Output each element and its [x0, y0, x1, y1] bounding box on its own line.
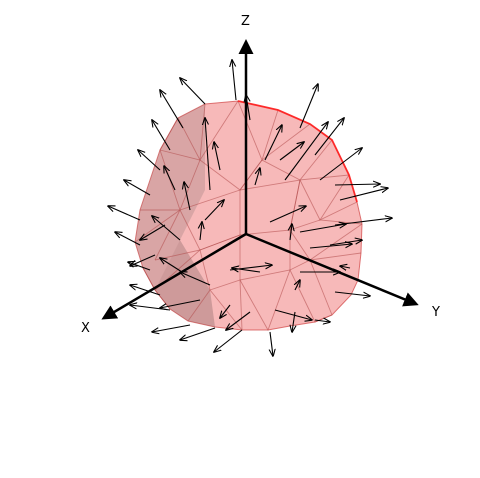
normal-arrow: [180, 78, 206, 105]
normal-arrow: [130, 285, 161, 296]
xyz-axes: Z X Y: [81, 14, 440, 336]
normal-arrow: [295, 280, 300, 291]
normal-arrow: [279, 142, 304, 161]
normal-arrow: [184, 182, 191, 211]
normal-arrow: [314, 320, 330, 322]
normal-arrow: [160, 258, 183, 273]
normal-arrow: [299, 84, 318, 129]
normal-arrow: [232, 60, 237, 101]
x-axis-label: X: [81, 321, 90, 336]
normal-arrow: [214, 142, 221, 171]
normal-arrow: [314, 118, 344, 156]
normal-arrow: [180, 327, 216, 340]
y-axis-label: Y: [431, 305, 440, 320]
normal-arrow: [299, 224, 346, 233]
normal-arrow: [152, 120, 171, 151]
normal-arrow: [124, 180, 151, 196]
normal-arrow: [309, 244, 352, 249]
normal-arrow: [164, 166, 176, 191]
normal-arrow: [334, 184, 380, 185]
normal-arrow: [152, 324, 191, 332]
normal-arrow: [108, 206, 141, 221]
x-axis: [101, 232, 247, 320]
normal-arrow: [152, 216, 181, 241]
normal-arrow: [130, 254, 156, 266]
normal-arrow: [290, 224, 292, 241]
normal-arrow: [232, 268, 261, 273]
normal-arrow: [220, 304, 231, 318]
normal-arrows: [108, 60, 392, 356]
normal-arrow: [339, 188, 388, 201]
normal-arrow: [115, 232, 141, 246]
normal-arrow: [254, 168, 260, 186]
normal-arrow: [214, 329, 243, 352]
normal-arrow: [284, 122, 328, 181]
normal-arrow: [205, 118, 211, 191]
normal-arrow: [180, 272, 211, 286]
normal-arrow: [264, 125, 282, 161]
z-axis-label: Z: [241, 14, 250, 29]
normal-arrow: [269, 206, 306, 223]
normal-arrow: [140, 224, 166, 240]
y-axis: [245, 232, 419, 307]
normal-arrow: [160, 299, 201, 308]
normal-arrow: [319, 148, 362, 181]
normal-arrow: [200, 222, 202, 241]
normal-arrow: [160, 90, 184, 129]
normal-arrow: [270, 331, 273, 356]
normal-arrow: [274, 309, 312, 320]
normal-arrow: [340, 266, 351, 268]
normal-arrow: [226, 311, 251, 330]
polyhedron-surface: [134, 100, 363, 332]
normal-arrow: [138, 150, 161, 171]
normal-arrow: [334, 291, 370, 296]
normal-arrow: [204, 200, 224, 221]
